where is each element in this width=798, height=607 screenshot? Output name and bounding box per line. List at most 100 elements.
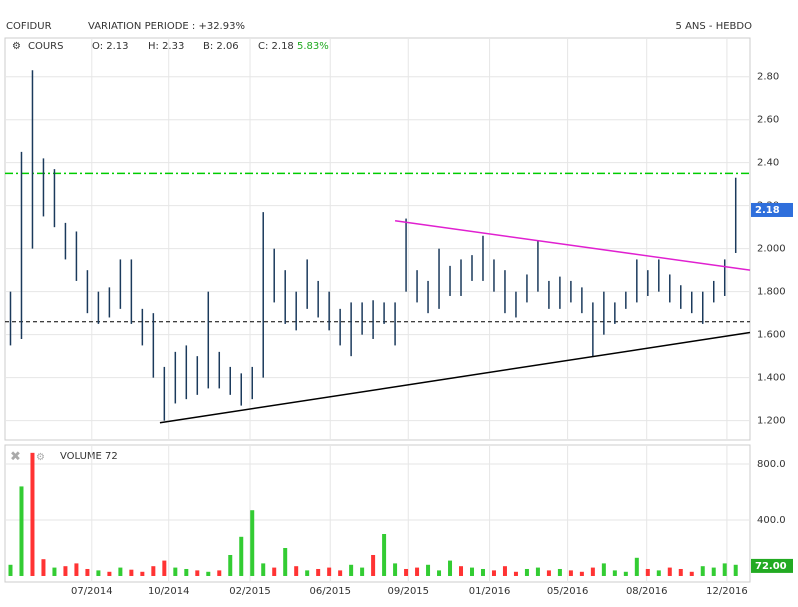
y-tick-label: 2.60 — [757, 115, 779, 126]
volume-bar — [63, 566, 68, 576]
volume-bar — [228, 554, 233, 576]
volume-bar — [327, 567, 332, 576]
volume-bar — [480, 568, 485, 576]
volume-bar — [689, 571, 694, 576]
variation: VARIATION PERIODE : +32.93% — [88, 21, 245, 32]
volume-bar — [502, 566, 507, 576]
volume-bar — [415, 567, 420, 576]
volume-bar — [579, 571, 584, 576]
y-tick-label: 1.600 — [757, 330, 786, 341]
volume-bar — [634, 557, 639, 576]
volume-bar — [513, 571, 518, 576]
y-tick-label: 1.400 — [757, 373, 786, 384]
trend-line — [394, 219, 751, 271]
volume-bar — [360, 567, 365, 576]
volume-bar — [272, 567, 277, 576]
volume-bar — [656, 570, 661, 576]
volume-bar — [294, 566, 299, 576]
y-tick-label: 2.40 — [757, 158, 779, 169]
low: B: 2.06 — [203, 41, 239, 52]
volume-bar — [700, 566, 705, 576]
change: 5.83% — [297, 41, 329, 52]
y-tick-label: 2.000 — [757, 244, 786, 255]
close-icon[interactable]: ✖ — [10, 450, 21, 465]
volume-bar — [601, 563, 606, 576]
volume-bar — [74, 563, 79, 576]
ticker: COFIDUR — [6, 21, 52, 32]
volume-bar — [722, 563, 727, 576]
volume-bar — [667, 567, 672, 576]
volume-bar — [535, 567, 540, 576]
settings-icon[interactable]: ⚙ — [12, 41, 21, 52]
volume-bar — [184, 568, 189, 576]
volume-bar — [590, 567, 595, 576]
volume-bar — [206, 571, 211, 576]
volume-bar — [459, 566, 464, 576]
volume-bar — [678, 568, 683, 576]
volume-bar — [8, 564, 13, 576]
volume-bar — [140, 571, 145, 576]
volume-bar — [250, 510, 255, 576]
volume-bar — [107, 571, 112, 576]
volume-bar — [393, 563, 398, 576]
volume-bar — [217, 570, 222, 576]
x-tick-label: 07/2014 — [71, 586, 113, 597]
open: O: 2.13 — [92, 41, 129, 52]
volume-bar — [568, 570, 573, 576]
x-tick-label: 01/2016 — [469, 586, 511, 597]
close: C: 2.18 — [258, 41, 294, 52]
volume-bar — [349, 564, 354, 576]
series-label: COURS — [28, 41, 63, 52]
volume-bar — [338, 570, 343, 576]
volume-panel — [4, 444, 751, 583]
volume-bar — [283, 547, 288, 576]
volume-bar — [711, 567, 716, 576]
volume-bar — [733, 564, 738, 576]
volume-bar — [371, 554, 376, 576]
volume-bar — [316, 568, 321, 576]
y-tick-label: 1.200 — [757, 416, 786, 427]
y-tick-label: 800.0 — [757, 459, 786, 470]
y-tick-label: 1.800 — [757, 287, 786, 298]
volume-bar — [382, 534, 387, 576]
volume-bar — [30, 452, 35, 576]
price-panel — [4, 37, 751, 441]
volume-bar — [557, 568, 562, 576]
last-volume-label: 72.00 — [755, 561, 787, 572]
x-tick-label: 09/2015 — [387, 586, 429, 597]
y-tick-label: 400.0 — [757, 515, 786, 526]
volume-bar — [437, 570, 442, 576]
x-tick-label: 02/2015 — [229, 586, 271, 597]
x-tick-label: 05/2016 — [547, 586, 589, 597]
x-tick-label: 10/2014 — [148, 586, 190, 597]
period: 5 ANS - HEBDO — [676, 21, 753, 32]
volume-bar — [52, 567, 57, 576]
volume-bar — [85, 568, 90, 576]
volume-bar — [623, 571, 628, 576]
trend-line — [159, 331, 751, 424]
volume-bar — [546, 570, 551, 576]
last-volume-badge — [751, 558, 793, 573]
volume-bar — [41, 559, 46, 576]
y-tick-label: 2.80 — [757, 72, 779, 83]
x-tick-label: 06/2015 — [309, 586, 351, 597]
volume-bar — [19, 486, 24, 576]
volume-bar — [195, 570, 200, 576]
volume-bar — [305, 570, 310, 576]
volume-bar — [96, 570, 101, 576]
volume-bar — [261, 563, 266, 576]
last-price-badge — [751, 202, 793, 217]
volume-bar — [491, 570, 496, 576]
volume-bar — [612, 570, 617, 576]
x-tick-label: 08/2016 — [626, 586, 668, 597]
volume-bar — [162, 560, 167, 576]
volume-bar — [524, 568, 529, 576]
volume-bar — [404, 568, 409, 576]
volume-bar — [426, 564, 431, 576]
settings-icon[interactable]: ⚙ — [36, 452, 45, 463]
high: H: 2.33 — [148, 41, 184, 52]
volume-bar — [173, 567, 178, 576]
volume-bar — [469, 567, 474, 576]
last-price-label: 2.18 — [755, 205, 780, 216]
